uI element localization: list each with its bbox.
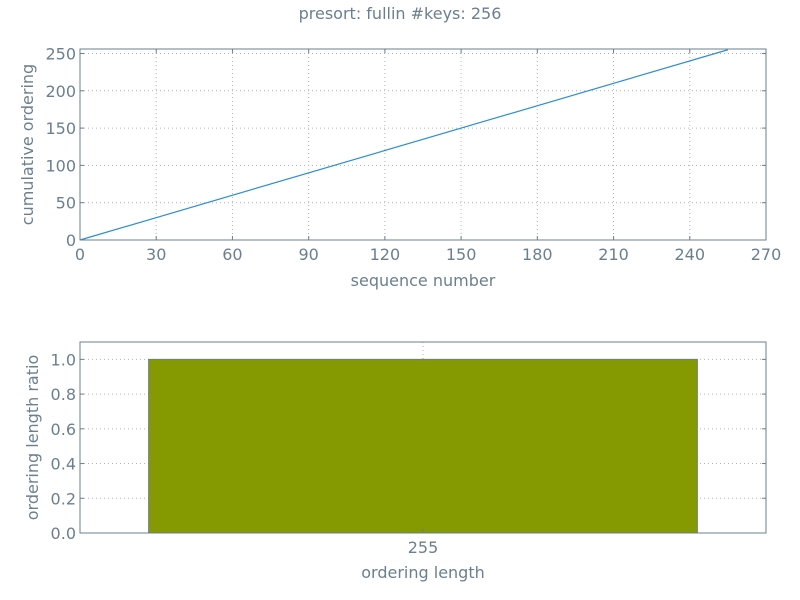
chart1-ytick-label: 200 bbox=[45, 82, 76, 101]
chart1-xtick-label: 30 bbox=[146, 245, 166, 264]
chart2-bar-0 bbox=[148, 358, 698, 534]
chart1-xtick-label: 120 bbox=[370, 245, 401, 264]
chart2-ytick-label: 0.2 bbox=[51, 489, 76, 508]
chart2-ytick-label: 1.0 bbox=[51, 350, 76, 369]
chart1-xtick-label: 0 bbox=[75, 245, 85, 264]
chart1-xtick-label: 60 bbox=[222, 245, 242, 264]
chart2-ytick-label: 0.4 bbox=[51, 455, 76, 474]
chart1-xtick-label: 180 bbox=[522, 245, 553, 264]
chart1-frame bbox=[79, 48, 767, 241]
chart1-ytick-label: 150 bbox=[45, 119, 76, 138]
chart1-xtick-label: 210 bbox=[598, 245, 629, 264]
chart1-xtick-label: 240 bbox=[675, 245, 706, 264]
chart1-ytick-label: 100 bbox=[45, 156, 76, 175]
chart1-xtick-label: 270 bbox=[751, 245, 782, 264]
chart1-ytick-label: 50 bbox=[56, 194, 76, 213]
chart1-xlabel: sequence number bbox=[351, 271, 496, 290]
chart2-xtick-label: 255 bbox=[408, 538, 439, 557]
chart2-xlabel: ordering length bbox=[361, 563, 485, 582]
chart1-series-line-0 bbox=[79, 49, 729, 241]
chart2-ytick-label: 0.0 bbox=[51, 524, 76, 543]
chart1-xtick-label: 150 bbox=[446, 245, 477, 264]
chart1-ylabel: cumulative ordering bbox=[18, 64, 37, 225]
chart2-ytick-label: 0.6 bbox=[51, 420, 76, 439]
chart1-ytick-label: 250 bbox=[45, 44, 76, 63]
chart1-ytick-label: 0 bbox=[66, 231, 76, 250]
chart2-ylabel: ordering length ratio bbox=[23, 355, 42, 520]
figure-title: presort: fullin #keys: 256 bbox=[298, 4, 502, 23]
chart1-xtick-label: 90 bbox=[298, 245, 318, 264]
chart2-ytick-label: 0.8 bbox=[51, 385, 76, 404]
